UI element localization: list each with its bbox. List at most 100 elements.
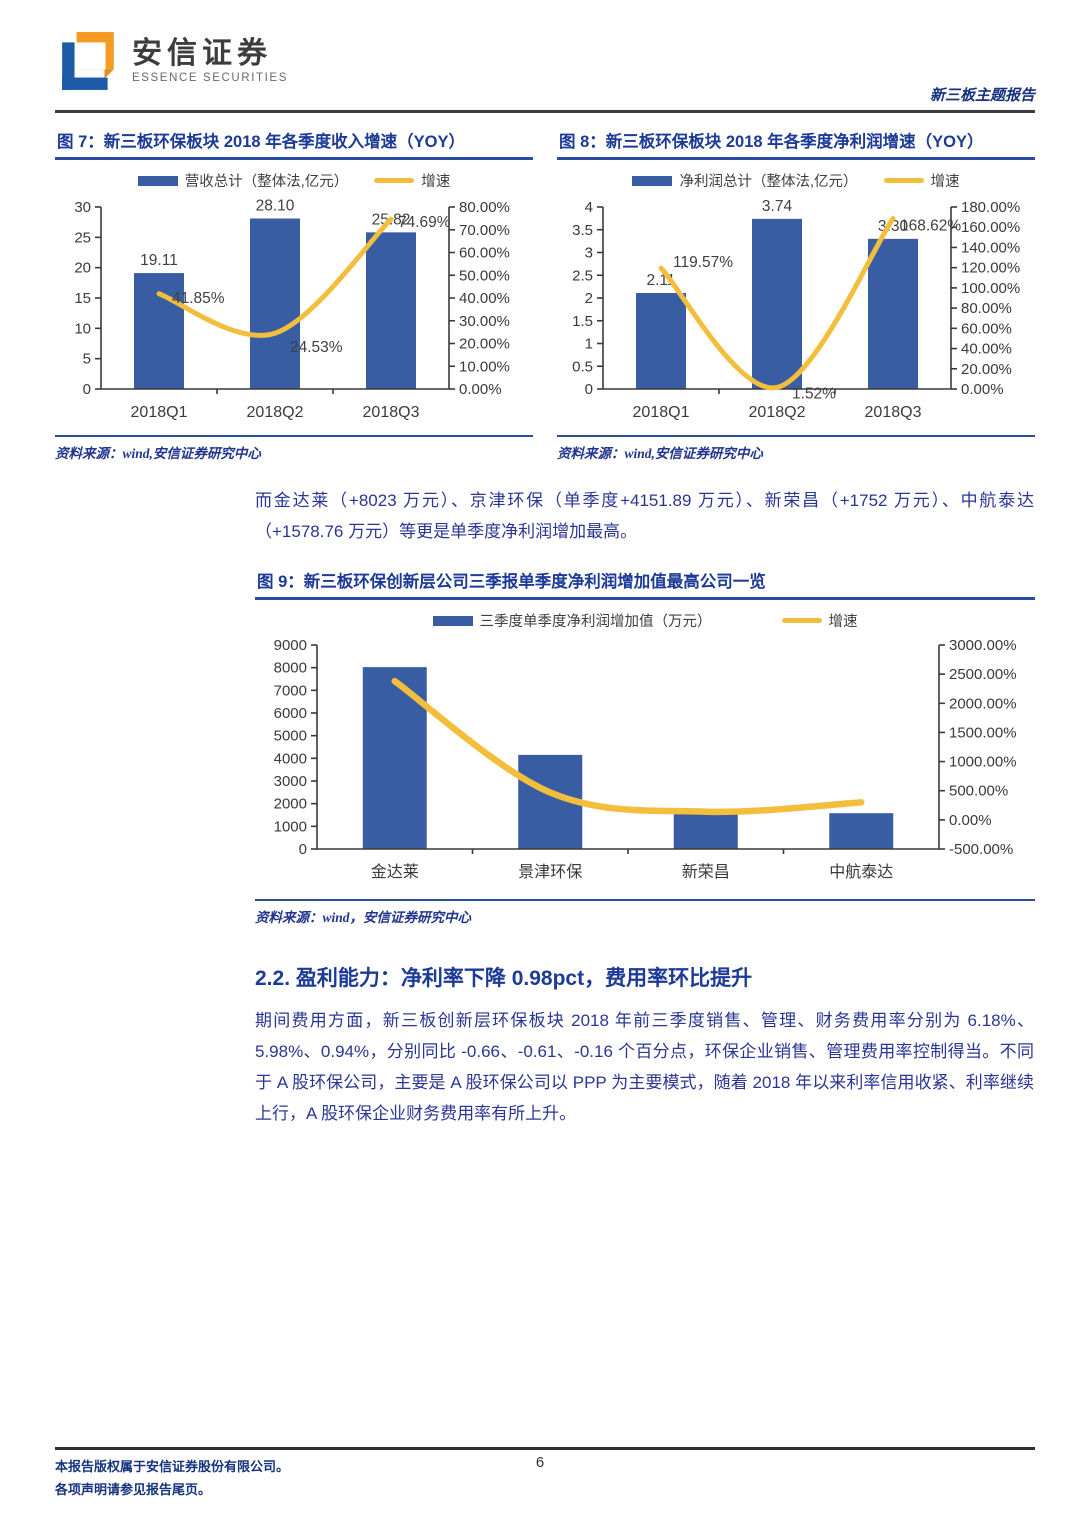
svg-text:9000: 9000 [274, 637, 307, 654]
svg-text:1000: 1000 [274, 818, 307, 835]
svg-text:0.00%: 0.00% [459, 381, 502, 398]
legend-item-line: 增速 [883, 170, 960, 191]
svg-text:4: 4 [585, 199, 593, 216]
legend-label: 增速 [421, 174, 451, 190]
svg-text:41.85%: 41.85% [172, 290, 225, 307]
svg-text:20.00%: 20.00% [961, 361, 1012, 378]
svg-text:15: 15 [74, 290, 91, 307]
line-swatch-icon [781, 618, 822, 623]
figure-9-legend: 三季度单季度净利润增加值（万元） 增速 [255, 610, 1035, 631]
figure-8-legend: 净利润总计（整体法,亿元） 增速 [557, 170, 1035, 191]
legend-label: 净利润总计（整体法,亿元） [679, 174, 858, 190]
svg-text:28.10: 28.10 [256, 198, 295, 215]
svg-text:120.00%: 120.00% [961, 260, 1020, 277]
logo-company-name: 安信证券 [132, 36, 272, 70]
svg-text:3000.00%: 3000.00% [949, 637, 1017, 654]
svg-text:景津环保: 景津环保 [518, 863, 582, 881]
svg-text:2018Q2: 2018Q2 [247, 404, 304, 421]
legend-item-line: 增速 [374, 170, 450, 191]
svg-text:0.00%: 0.00% [949, 812, 992, 829]
svg-text:3000: 3000 [274, 773, 307, 790]
svg-text:168.62%: 168.62% [900, 218, 961, 235]
svg-text:8000: 8000 [274, 660, 307, 677]
footer-copyright-line1: 本报告版权属于安信证券股份有限公司。 [55, 1459, 290, 1474]
svg-text:10: 10 [74, 320, 91, 337]
bar-swatch-icon [632, 175, 673, 186]
figure-8-title: 图 8：新三板环保板块 2018 年各季度净利润增速（YOY） [557, 126, 1035, 160]
svg-text:80.00%: 80.00% [961, 300, 1012, 317]
svg-text:2: 2 [585, 290, 593, 307]
page-number: 6 [535, 1454, 545, 1471]
figure-8-source: 资料来源：wind,安信证券研究中心 [557, 435, 1035, 462]
figure-9-title: 图 9：新三板环保创新层公司三季报单季度净利润增加值最高公司一览 [255, 566, 1035, 600]
svg-text:2000.00%: 2000.00% [949, 695, 1017, 712]
figure-row: 图 7：新三板环保板块 2018 年各季度收入增速（YOY） 营收总计（整体法,… [55, 126, 1035, 462]
svg-text:60.00%: 60.00% [961, 320, 1012, 337]
svg-text:20.00%: 20.00% [459, 336, 510, 353]
essence-logo-icon [62, 32, 114, 90]
svg-text:3.74: 3.74 [762, 198, 793, 215]
legend-label: 三季度单季度净利润增加值（万元） [479, 614, 712, 630]
svg-text:500.00%: 500.00% [949, 783, 1008, 800]
figure-8-chart: 2.11 3.74 3.30 4 3.5 3 2.5 2 1.5 1 0.5 0 180.00% 160.… [557, 193, 1035, 431]
svg-text:0.5: 0.5 [572, 358, 593, 375]
svg-text:2018Q3: 2018Q3 [363, 404, 420, 421]
svg-text:1.52%: 1.52% [792, 385, 836, 402]
section-2-2-heading: 2.2. 盈利能力：净利率下降 0.98pct，费用率环比提升 [255, 967, 753, 990]
svg-text:19.11: 19.11 [140, 252, 178, 269]
svg-text:2018Q2: 2018Q2 [749, 404, 806, 421]
svg-text:160.00%: 160.00% [961, 219, 1020, 236]
header-divider [55, 110, 1035, 113]
legend-item-bar: 营收总计（整体法,亿元） [137, 170, 349, 191]
logo-company-name-en: ESSENCE SECURITIES [132, 72, 288, 85]
svg-text:20: 20 [74, 260, 91, 277]
svg-text:3: 3 [585, 245, 593, 262]
svg-text:7000: 7000 [274, 682, 307, 699]
legend-label: 营收总计（整体法,亿元） [184, 174, 349, 190]
svg-text:2500.00%: 2500.00% [949, 666, 1017, 683]
footer-copyright-line2: 各项声明请参见报告尾页。 [55, 1481, 212, 1497]
svg-text:2018Q1: 2018Q1 [131, 404, 188, 421]
svg-text:30: 30 [74, 199, 91, 216]
footer-copyright: 本报告版权属于安信证券股份有限公司。 各项声明请参见报告尾页。 [55, 1456, 289, 1502]
svg-text:2018Q1: 2018Q1 [633, 404, 690, 421]
svg-text:1.5: 1.5 [572, 313, 593, 330]
svg-text:0: 0 [83, 381, 91, 398]
figure-9-source: 资料来源：wind，安信证券研究中心 [255, 899, 1035, 926]
line-swatch-icon [374, 178, 415, 183]
svg-text:0: 0 [585, 381, 593, 398]
svg-text:6000: 6000 [274, 705, 307, 722]
legend-label: 增速 [930, 174, 960, 190]
svg-text:140.00%: 140.00% [961, 239, 1020, 256]
bar-swatch-icon [432, 615, 473, 626]
figure-7-legend: 营收总计（整体法,亿元） 增速 [55, 170, 533, 191]
svg-text:新荣昌: 新荣昌 [682, 863, 730, 881]
svg-text:40.00%: 40.00% [459, 290, 510, 307]
svg-text:30.00%: 30.00% [459, 313, 510, 330]
svg-text:1500.00%: 1500.00% [949, 724, 1017, 741]
svg-text:2.5: 2.5 [572, 267, 593, 284]
figure-7-title: 图 7：新三板环保板块 2018 年各季度收入增速（YOY） [55, 126, 533, 160]
svg-text:金达莱: 金达莱 [371, 863, 419, 881]
figure-8: 图 8：新三板环保板块 2018 年各季度净利润增速（YOY） 净利润总计（整体… [557, 126, 1035, 462]
svg-text:60.00%: 60.00% [459, 245, 510, 262]
svg-text:1000.00%: 1000.00% [949, 754, 1017, 771]
svg-text:2000: 2000 [274, 796, 307, 813]
footer-divider [55, 1447, 1035, 1450]
svg-text:-500.00%: -500.00% [949, 841, 1013, 858]
svg-text:25: 25 [74, 229, 91, 246]
legend-item-line: 增速 [781, 610, 858, 631]
legend-item-bar: 净利润总计（整体法,亿元） [632, 170, 858, 191]
figure-7-source: 资料来源：wind,安信证券研究中心 [55, 435, 533, 462]
svg-text:50.00%: 50.00% [459, 267, 510, 284]
svg-text:100.00%: 100.00% [961, 280, 1020, 297]
svg-text:70.00%: 70.00% [459, 222, 510, 239]
figure-7-chart: 19.11 28.10 25.82 30 25 20 15 10 5 0 80.00% 70.00% 6… [55, 193, 533, 431]
svg-text:中航泰达: 中航泰达 [829, 863, 893, 881]
figure-9: 图 9：新三板环保创新层公司三季报单季度净利润增加值最高公司一览 三季度单季度净… [255, 566, 1035, 926]
figure-9-chart: 9000 8000 7000 6000 5000 4000 3000 2000 1000 0 300… [255, 633, 1035, 895]
svg-text:74.69%: 74.69% [398, 214, 451, 231]
company-logo: 安信证券 ESSENCE SECURITIES [58, 30, 288, 92]
svg-text:1: 1 [585, 336, 593, 353]
svg-text:80.00%: 80.00% [459, 199, 510, 216]
